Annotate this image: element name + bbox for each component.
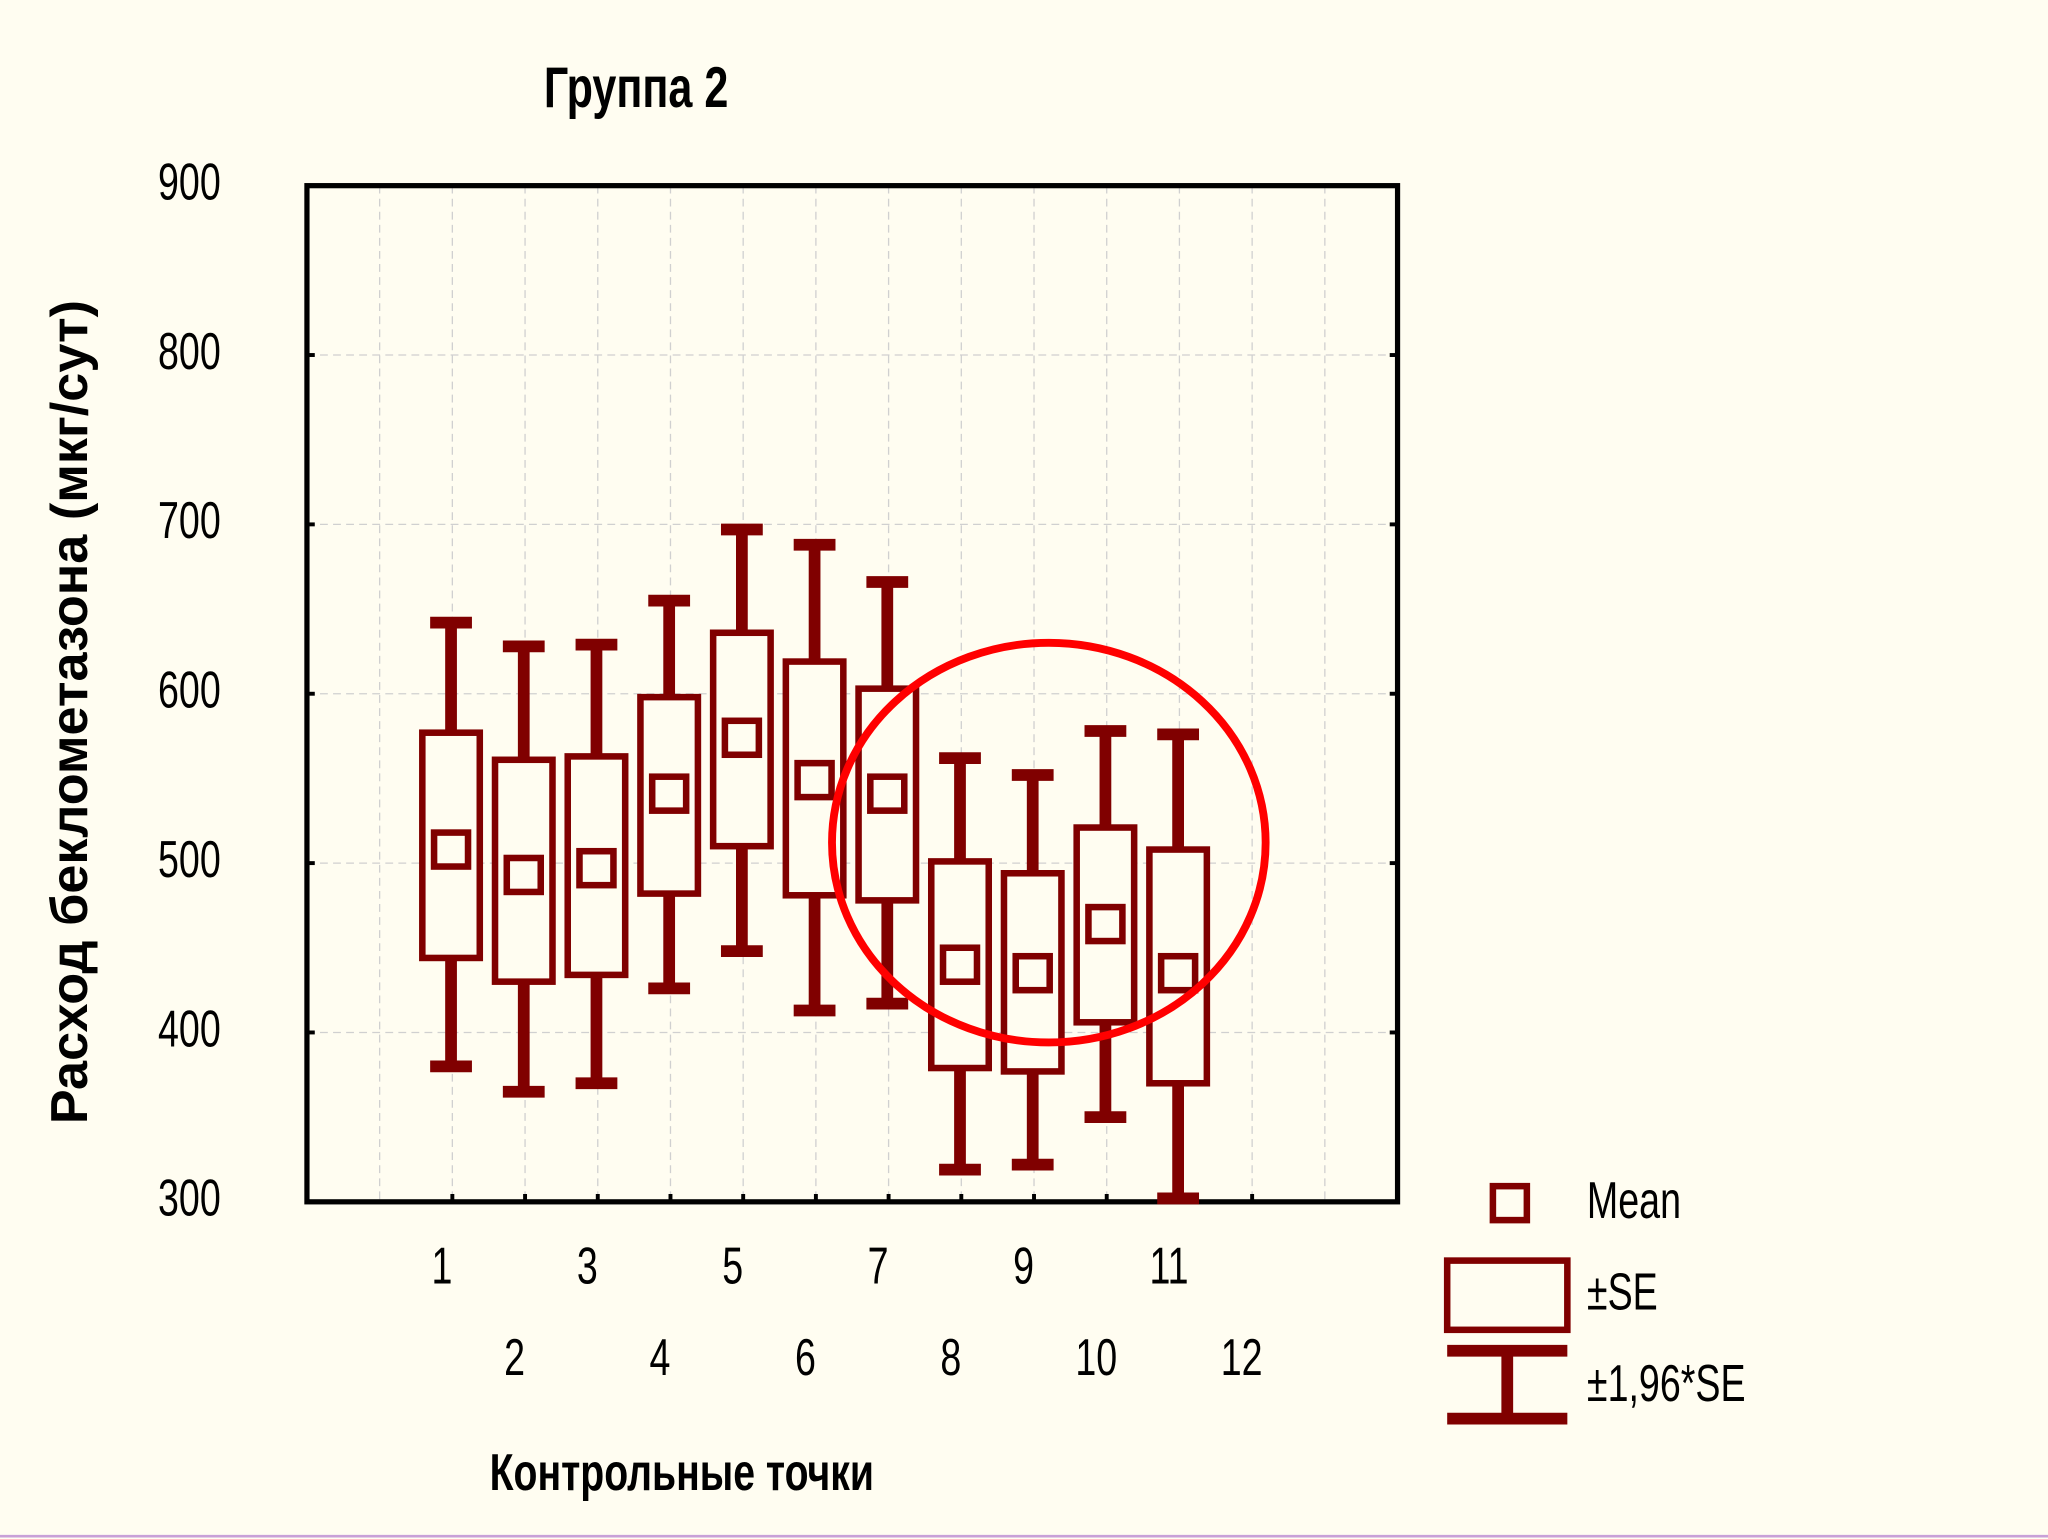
mean-marker [503,854,544,896]
y-tick-label: 700 [158,491,221,550]
legend-label: Mean [1587,1171,1681,1230]
mean-marker [1157,952,1199,994]
mean-marker [794,759,835,801]
x-tick-label: 10 [1075,1328,1117,1387]
x-tick-label: 6 [795,1328,816,1387]
mean-marker [648,773,690,814]
x-tick-label: 4 [650,1328,671,1387]
mean-marker [576,847,617,889]
plot-area: 300400500600700800900123456789101112Mean… [158,152,1746,1425]
x-tick-label: 9 [1013,1236,1034,1295]
y-tick-label: 600 [158,660,221,719]
y-tick-label: 500 [158,830,221,889]
x-tick-label: 1 [431,1236,452,1295]
x-tick-label: 8 [940,1328,961,1387]
legend-label: ±SE [1587,1263,1658,1322]
mean-marker [430,829,472,870]
legend-mean-icon [1489,1182,1531,1224]
x-tick-label: 12 [1221,1328,1263,1387]
y-axis-label: Расход беклометазона (мкг/сут) [41,300,99,1124]
y-tick-label: 900 [158,152,221,211]
mean-marker [867,773,908,814]
plot-frame [304,183,1401,1205]
legend-label: ±1,96*SE [1587,1354,1746,1413]
x-axis-label: Контрольные точки [490,1442,874,1501]
highlight-ellipse [828,638,1270,1047]
mean-marker [721,717,763,759]
mean-marker [1085,903,1126,945]
x-tick-label: 2 [504,1328,525,1387]
x-tick-label: 3 [577,1236,598,1295]
x-tick-label: 7 [868,1236,889,1295]
y-tick-label: 400 [158,999,221,1058]
y-tick-label: 800 [158,322,221,381]
y-tick-label: 300 [158,1169,221,1228]
mean-marker [1012,952,1053,994]
x-tick-label: 5 [722,1236,743,1295]
x-tick-label: 11 [1149,1236,1188,1295]
chart-title: Группа 2 [544,55,728,119]
legend-se-icon [1443,1257,1571,1334]
mean-marker [939,944,981,985]
